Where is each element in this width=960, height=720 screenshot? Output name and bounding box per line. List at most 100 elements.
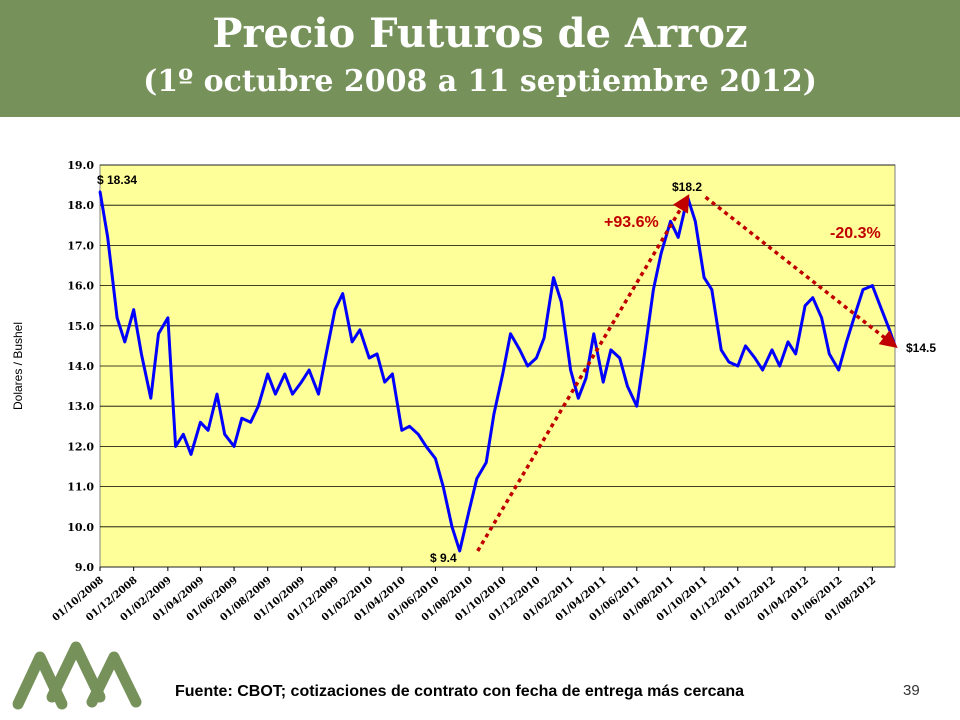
data-point [300, 380, 303, 384]
data-point [484, 461, 488, 464]
gridlines [100, 164, 895, 568]
data-point [761, 368, 764, 372]
data-point [727, 360, 731, 364]
data-point [601, 380, 605, 384]
data-point [569, 368, 572, 372]
y-tick-label: 15.0 [67, 320, 94, 333]
data-point [391, 372, 394, 376]
data-point [458, 549, 461, 553]
price-series [98, 190, 897, 553]
data-point [786, 340, 790, 344]
data-point [324, 352, 328, 356]
y-tick-label: 19.0 [67, 159, 94, 172]
data-point [811, 296, 814, 299]
data-point [274, 392, 277, 396]
y-tick-label: 14.0 [67, 360, 94, 373]
data-point [375, 352, 379, 356]
data-point [341, 292, 344, 295]
data-point [106, 236, 109, 239]
y-tick-label: 17.0 [67, 239, 94, 252]
data-point [509, 332, 512, 336]
source-note: Fuente: CBOT; cotizaciones de contrato c… [175, 683, 745, 700]
data-point [232, 445, 236, 448]
data-point [560, 300, 563, 303]
data-point [753, 356, 757, 360]
data-point [635, 405, 639, 408]
data-point [770, 348, 774, 352]
data-point [710, 288, 714, 291]
data-point [115, 316, 119, 319]
logo-mountains-icon [12, 641, 142, 710]
data-point [820, 316, 823, 319]
y-axis-label: Dolares / Bushel [11, 322, 25, 410]
annotation-label: $18.2 [672, 180, 702, 194]
data-point [189, 453, 193, 456]
y-tick-label: 12.0 [67, 440, 94, 453]
data-point [400, 429, 403, 432]
data-point [408, 425, 411, 428]
annotation-label: $ 18.34 [97, 173, 137, 187]
data-point [669, 220, 672, 223]
title-banner [0, 0, 960, 117]
data-point [157, 332, 160, 336]
data-point [333, 308, 337, 311]
data-point [652, 288, 655, 291]
data-point [182, 433, 185, 436]
data-point [140, 352, 143, 356]
data-point [778, 364, 781, 368]
slide-subtitle: (1º octubre 2008 a 11 septiembre 2012) [143, 64, 817, 99]
data-point [123, 340, 127, 344]
data-point [794, 352, 797, 356]
y-tick-label: 18.0 [67, 199, 94, 212]
y-tick-label: 16.0 [67, 280, 94, 293]
data-point [174, 445, 177, 448]
data-point [424, 445, 428, 448]
data-point [358, 328, 362, 332]
data-point [149, 396, 152, 400]
y-tick-label: 13.0 [67, 400, 94, 413]
data-point [803, 304, 807, 307]
annotation-label: $ 9.4 [430, 551, 457, 565]
data-point [609, 348, 613, 352]
data-point [317, 392, 320, 396]
data-point [199, 421, 202, 424]
data-point [659, 252, 663, 255]
data-point [307, 368, 311, 372]
data-point [350, 340, 354, 344]
data-point [526, 364, 529, 368]
annotation-label: -20.3% [830, 225, 881, 242]
data-point [434, 457, 437, 460]
annotations: $ 18.34 $ 9.4 $18.2 $14.5 +93.6% -20.3% [97, 173, 936, 565]
data-point [584, 376, 588, 380]
data-point [475, 477, 479, 480]
data-point [223, 433, 226, 436]
data-point [206, 429, 210, 432]
data-point [720, 348, 723, 352]
data-point [626, 384, 629, 388]
data-point [450, 525, 454, 528]
data-point [888, 328, 891, 332]
data-point [577, 396, 580, 400]
data-point [368, 356, 371, 360]
data-point [643, 352, 646, 356]
data-point [694, 220, 697, 223]
y-axis-ticks: 9.0 10.0 11.0 12.0 13.0 14.0 15.0 16.0 17.0 18.0 1… [67, 159, 94, 574]
data-point [283, 372, 287, 376]
data-point [240, 417, 243, 420]
x-axis-ticks: 01/10/200801/12/200801/02/200901/04/2009… [51, 567, 878, 620]
page-number: 39 [903, 682, 920, 699]
data-point [215, 392, 219, 396]
slide-title: Precio Futuros de Arroz [212, 10, 748, 57]
data-point [837, 368, 840, 372]
data-point [845, 340, 848, 344]
data-point [441, 485, 445, 488]
data-point [467, 509, 471, 512]
data-point [702, 276, 706, 279]
data-point [828, 352, 831, 356]
data-point [552, 276, 555, 279]
trend-arrow [704, 195, 898, 349]
annotation-label: $14.5 [906, 341, 936, 355]
y-tick-label: 10.0 [67, 521, 94, 534]
trend-arrows [476, 194, 898, 552]
data-point [166, 316, 170, 319]
